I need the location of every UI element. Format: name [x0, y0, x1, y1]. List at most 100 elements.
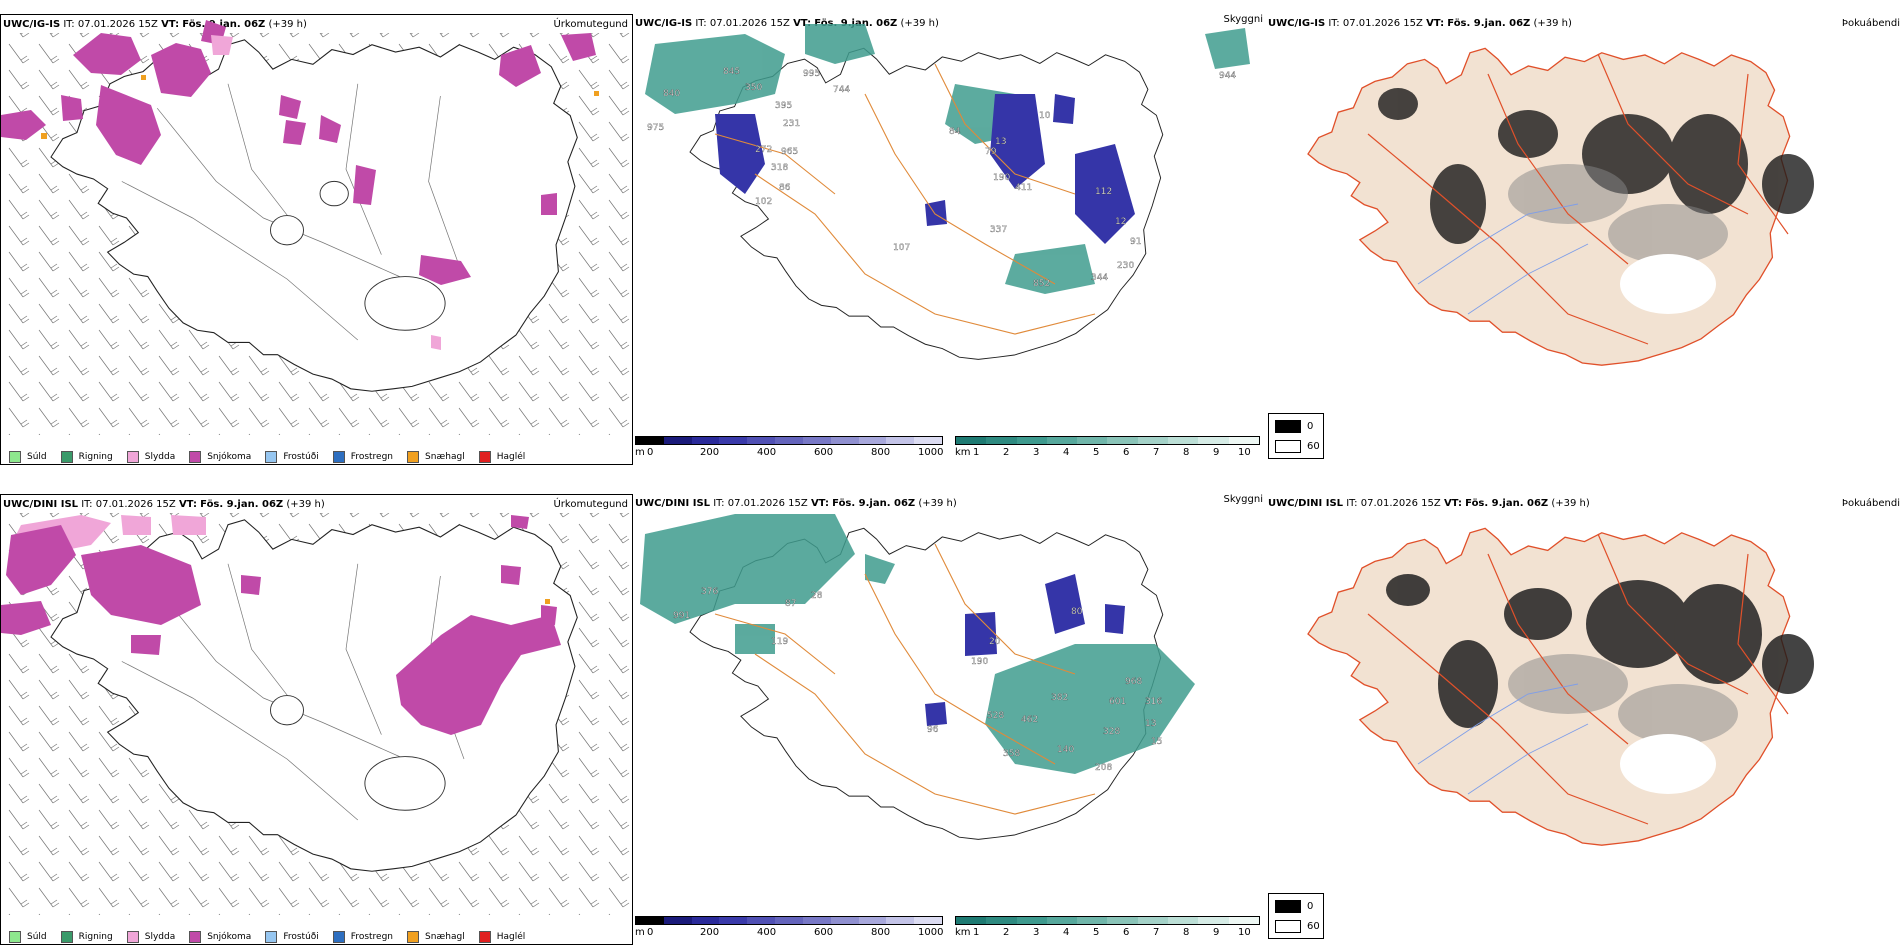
- legend-item-hail: Haglél: [478, 451, 525, 463]
- svg-text:411: 411: [1015, 183, 1032, 193]
- legend-swatch: [332, 931, 345, 943]
- cloud-visibility-map: 840 845 995 744 975 350 395 231 272 965 …: [645, 24, 1250, 360]
- svg-text:84: 84: [949, 127, 961, 137]
- svg-text:87: 87: [785, 599, 796, 609]
- svg-text:318: 318: [771, 163, 788, 173]
- fog-swatch: [1275, 900, 1301, 913]
- fog-legend-row: 0: [1275, 420, 1313, 433]
- legend-swatch: [9, 931, 21, 943]
- legend-item-rain: Rigning: [60, 931, 113, 943]
- precip-legend: Súld Rigning Slydda Snjókoma Frostúði Fr…: [1, 447, 531, 467]
- legend-item-drizzle: Súld: [9, 451, 47, 463]
- legend-swatch: [9, 451, 21, 463]
- panel-header: UWC/DINI ISL IT: 07.01.2026 15Z VT: Fös.…: [1268, 498, 1590, 509]
- cloud-visibility-panel-row1: UWC/IG-IS IT: 07.01.2026 15Z VT: Fös. 9.…: [635, 14, 1265, 465]
- visibility-tick: 6: [1123, 927, 1130, 938]
- visibility-scale: km 1 2 3 4 5 6 7 8 9 10: [955, 436, 1265, 460]
- visibility-tick: 10: [1238, 927, 1251, 938]
- svg-text:86: 86: [779, 183, 791, 193]
- svg-text:140: 140: [1057, 745, 1074, 755]
- panel-header: UWC/IG-IS IT: 07.01.2026 15Z VT: Fös. 9.…: [3, 19, 307, 30]
- snow-areas: [1, 20, 596, 285]
- svg-text:190: 190: [971, 657, 988, 667]
- visibility-tick: 2: [1003, 927, 1010, 938]
- panel-header: UWC/DINI ISL IT: 07.01.2026 15Z VT: Fös.…: [3, 499, 325, 510]
- legend-item-sleet: Slydda: [126, 931, 175, 943]
- svg-text:382: 382: [1051, 693, 1068, 703]
- ceiling-tick: 600: [814, 927, 834, 938]
- svg-text:28: 28: [811, 591, 823, 601]
- visibility-tick: 4: [1063, 927, 1070, 938]
- visibility-color-step: [1046, 917, 1078, 924]
- ceiling-tick: 0: [647, 927, 654, 938]
- svg-text:230: 230: [1117, 261, 1134, 271]
- legend-item-snow-pellets: Snæhagl: [407, 451, 465, 463]
- visibility-color-step: [956, 437, 987, 444]
- ceiling-scale: m 0 200 400 600 800 1000: [635, 916, 945, 940]
- cloud-visibility-panel-row2: UWC/DINI ISL IT: 07.01.2026 15Z VT: Fös.…: [635, 494, 1265, 945]
- visibility-tick: 5: [1093, 447, 1100, 458]
- svg-text:272: 272: [755, 145, 772, 155]
- svg-text:344: 344: [1091, 273, 1108, 283]
- visibility-tick: 1: [973, 927, 980, 938]
- svg-text:395: 395: [775, 101, 792, 111]
- fog-swatch: [1275, 440, 1301, 453]
- svg-text:852: 852: [1033, 279, 1050, 289]
- visibility-tick: 4: [1063, 447, 1070, 458]
- precip-type-map: [1, 513, 632, 915]
- fog-legend: 0 60: [1268, 893, 1324, 939]
- legend-swatch: [407, 451, 420, 463]
- panel-title: Þokuábendi: [1841, 498, 1900, 509]
- ceiling-color-step: [663, 437, 692, 444]
- visibility-color-step: [1198, 917, 1229, 924]
- precip-type-panel-row1: UWC/IG-IS IT: 07.01.2026 15Z VT: Fös. 9.…: [0, 14, 633, 465]
- ceiling-color-step: [858, 917, 887, 924]
- svg-text:845: 845: [723, 67, 740, 77]
- visibility-tick: 3: [1033, 927, 1040, 938]
- visibility-color-step: [1077, 917, 1108, 924]
- visibility-color-step: [1198, 437, 1229, 444]
- svg-text:358: 358: [1003, 749, 1020, 759]
- legend-swatch: [126, 931, 139, 943]
- ceiling-color-step: [802, 437, 831, 444]
- visibility-color-step: [1077, 437, 1108, 444]
- legend-swatch: [60, 931, 73, 943]
- visibility-color-step: [986, 917, 1017, 924]
- legend-swatch: [60, 451, 73, 463]
- visibility-color-step: [1137, 437, 1169, 444]
- fog-panel-row2: UWC/DINI ISL IT: 07.01.2026 15Z VT: Fös.…: [1268, 494, 1900, 945]
- ceiling-unit: m: [635, 927, 645, 938]
- visibility-tick: 3: [1033, 447, 1040, 458]
- ceiling-tick: 1000: [918, 927, 944, 938]
- fog-legend-row: 60: [1275, 920, 1320, 933]
- svg-text:528: 528: [987, 711, 1004, 721]
- svg-text:975: 975: [647, 123, 664, 133]
- visibility-tick: 5: [1093, 927, 1100, 938]
- svg-text:119: 119: [771, 637, 788, 647]
- visibility-color-step: [1137, 917, 1169, 924]
- legend-swatch: [332, 451, 345, 463]
- ceiling-color-step: [830, 917, 859, 924]
- panel-header: UWC/DINI ISL IT: 07.01.2026 15Z VT: Fös.…: [635, 498, 957, 509]
- legend-item-snow: Snjókoma: [189, 931, 251, 943]
- ceiling-color-step: [747, 437, 776, 444]
- visibility-unit: km: [955, 447, 971, 458]
- ceiling-tick: 600: [814, 447, 834, 458]
- legend-item-hail: Haglél: [478, 931, 525, 943]
- legend-item-drizzle: Súld: [9, 931, 47, 943]
- ceiling-color-step: [719, 437, 748, 444]
- svg-text:107: 107: [893, 243, 910, 253]
- ceiling-color-step: [775, 917, 803, 924]
- ceiling-color-step: [914, 437, 942, 444]
- ceiling-tick: 800: [871, 447, 891, 458]
- svg-text:102: 102: [755, 197, 772, 207]
- visibility-color-step: [956, 917, 987, 924]
- ceiling-unit: m: [635, 447, 645, 458]
- panel-title: Skyggni: [1223, 14, 1263, 25]
- visibility-tick: 7: [1153, 447, 1160, 458]
- visibility-colorbar: [955, 916, 1260, 925]
- ceiling-color-step: [691, 437, 720, 444]
- svg-text:316: 316: [1145, 697, 1162, 707]
- ceiling-tick: 400: [757, 447, 777, 458]
- visibility-colorbar: [955, 436, 1260, 445]
